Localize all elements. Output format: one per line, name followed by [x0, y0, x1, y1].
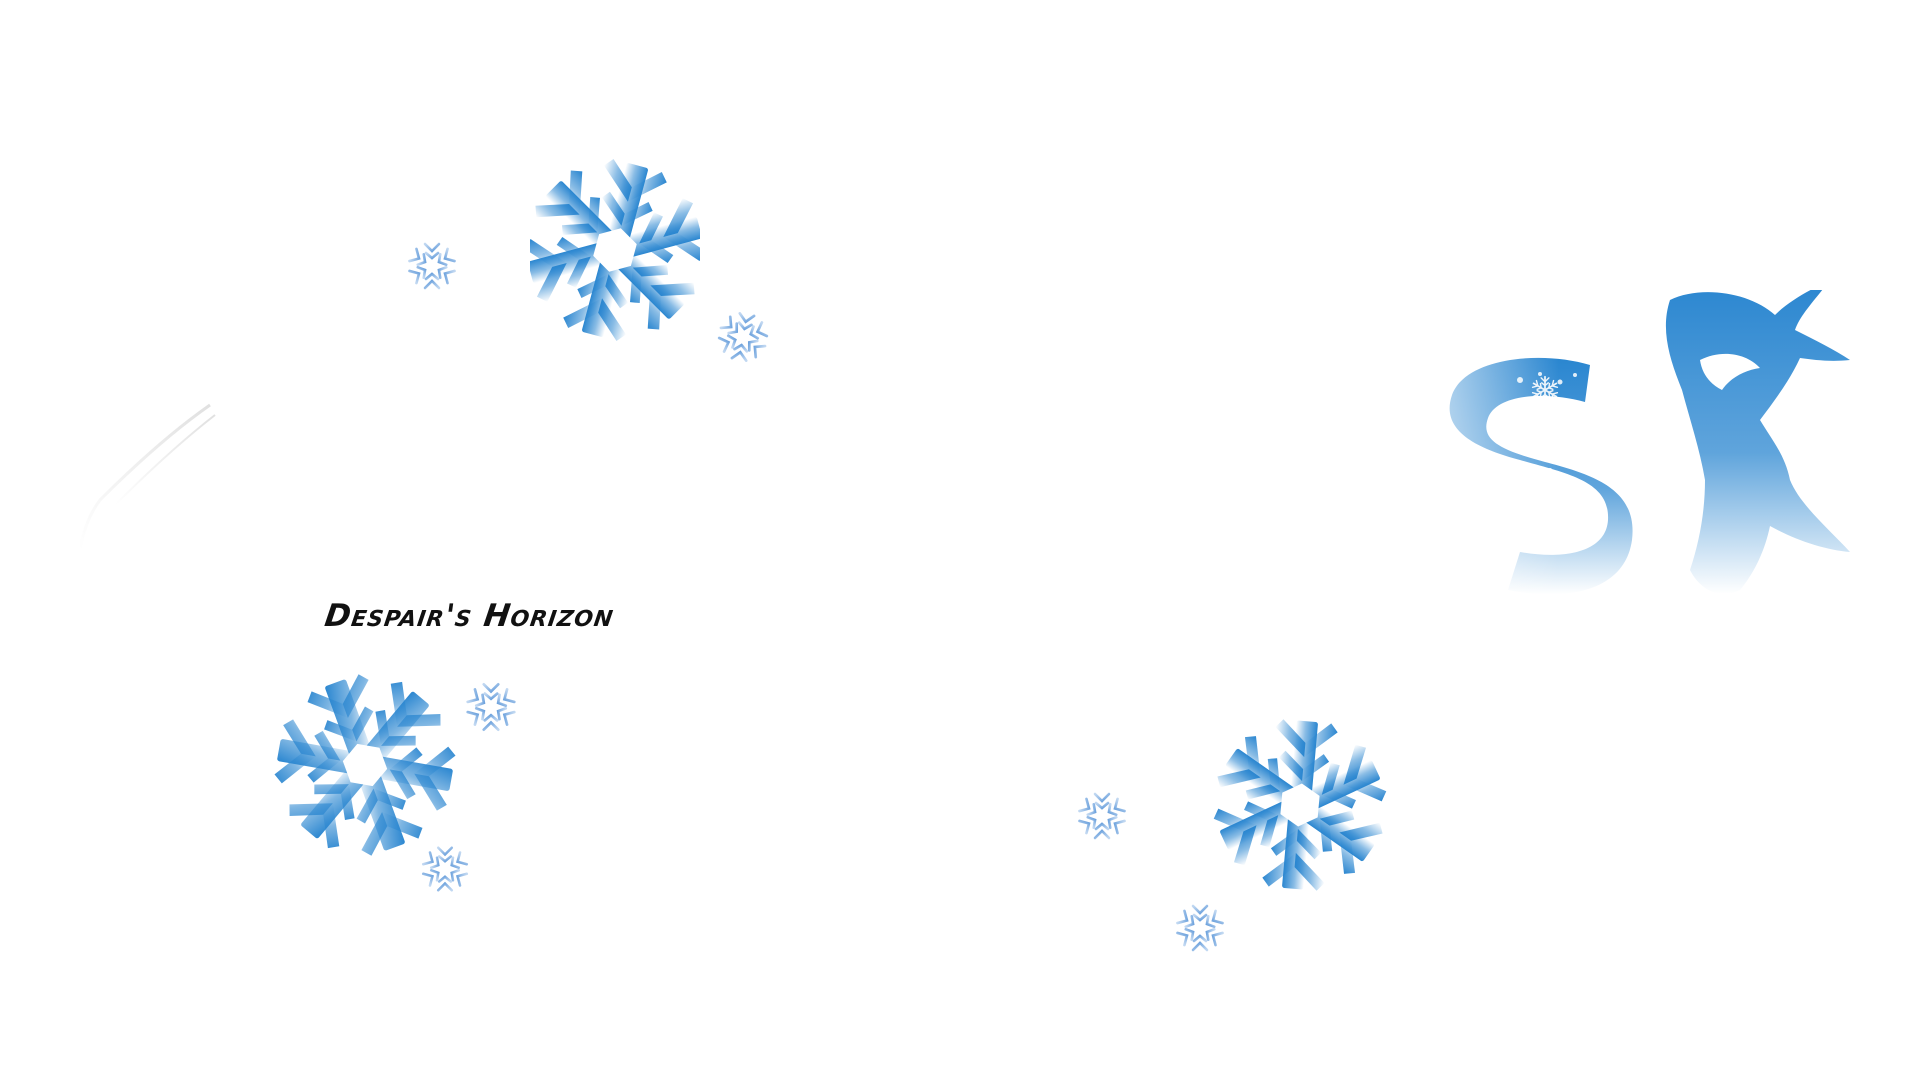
large-snowflake-icon [530, 150, 700, 350]
large-snowflake-icon [270, 670, 460, 860]
small-snowflake-icon [1072, 786, 1132, 846]
light-streak [70, 390, 220, 560]
small-snowflake-icon [402, 236, 462, 296]
small-snowflake-icon [460, 676, 522, 738]
small-snowflake-icon [1170, 898, 1230, 958]
large-snowflake-icon [1210, 715, 1390, 895]
small-snowflake-icon [712, 306, 774, 368]
winter-s-logo [1370, 280, 1910, 670]
small-snowflake-icon [416, 840, 474, 898]
game-title: Despair's Horizon [322, 598, 617, 634]
